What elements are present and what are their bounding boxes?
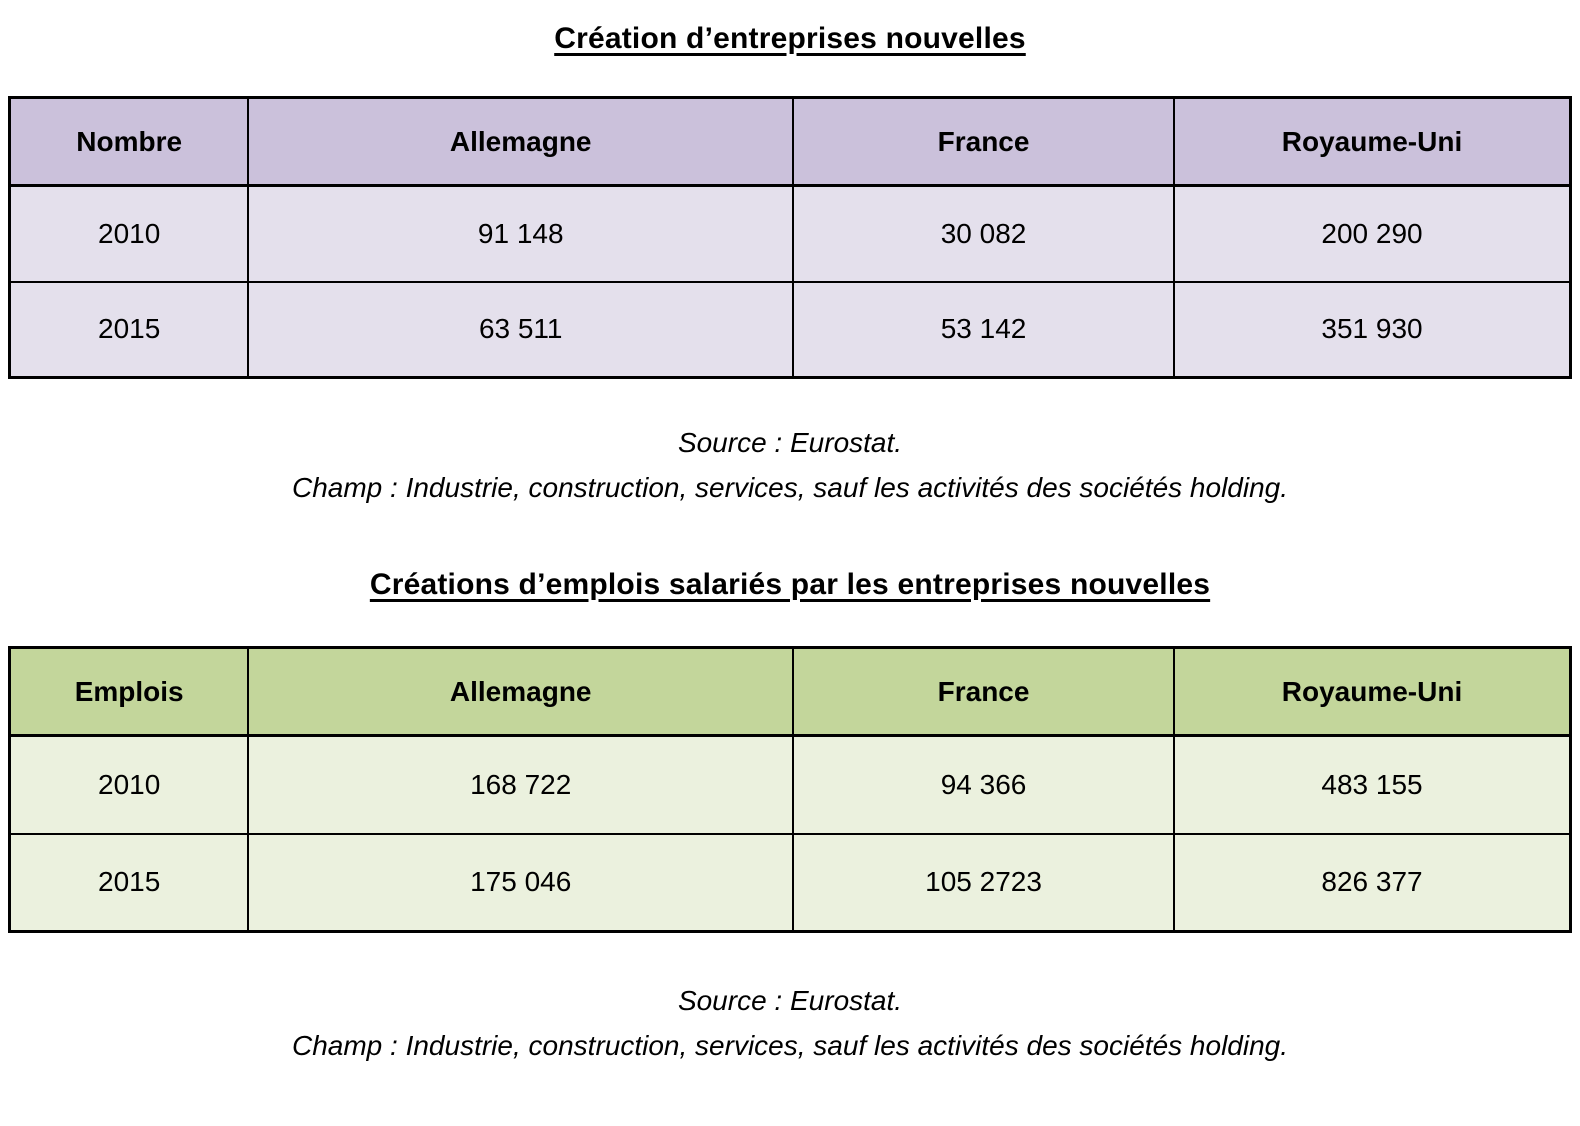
table2-header-france: France: [792, 646, 1175, 737]
table1-value-cell: 53 142: [792, 280, 1175, 379]
table2-source-note: Source : Eurostat.: [677, 985, 903, 1016]
table1-row-2015: 2015 63 511 53 142 351 930: [8, 280, 1572, 379]
table1-header-row: Nombre Allemagne France Royaume-Uni: [8, 96, 1572, 187]
table1-year-cell: 2010: [8, 184, 250, 283]
table2-header-emplois: Emplois: [8, 646, 250, 737]
creation-emplois-table: Emplois Allemagne France Royaume-Uni 201…: [8, 646, 1572, 933]
table1-value-cell: 351 930: [1172, 280, 1572, 379]
table2-value-cell: 483 155: [1172, 734, 1572, 835]
table2-value-cell: 826 377: [1172, 832, 1572, 933]
table1-header-nombre: Nombre: [8, 96, 250, 187]
creation-entreprises-table: Nombre Allemagne France Royaume-Uni 2010…: [8, 96, 1572, 379]
table1-value-cell: 30 082: [792, 184, 1175, 283]
table1-champ-note: Champ : Industrie, construction, service…: [291, 472, 1289, 503]
table2-row-2015: 2015 175 046 105 2723 826 377: [8, 832, 1572, 933]
table1-year-cell: 2015: [8, 280, 250, 379]
table2-value-cell: 105 2723: [792, 832, 1175, 933]
table2-header-royaume-uni: Royaume-Uni: [1172, 646, 1572, 737]
table2-value-cell: 94 366: [792, 734, 1175, 835]
table1-title: Création d’entreprises nouvelles: [554, 22, 1026, 55]
document-page: Création d’entreprises nouvelles Nombre …: [8, 22, 1572, 1061]
table2-header-row: Emplois Allemagne France Royaume-Uni: [8, 646, 1572, 737]
table2-year-cell: 2015: [8, 832, 250, 933]
table1-value-cell: 200 290: [1172, 184, 1572, 283]
table1-header-royaume-uni: Royaume-Uni: [1172, 96, 1572, 187]
table2-title: Créations d’emplois salariés par les ent…: [369, 568, 1211, 601]
table1-value-cell: 63 511: [247, 280, 795, 379]
table1-header-france: France: [792, 96, 1175, 187]
table1-source-note: Source : Eurostat.: [677, 427, 903, 458]
table2-value-cell: 168 722: [247, 734, 795, 835]
table2-row-2010: 2010 168 722 94 366 483 155: [8, 734, 1572, 835]
table2-header-allemagne: Allemagne: [247, 646, 795, 737]
table1-header-allemagne: Allemagne: [247, 96, 795, 187]
table1-value-cell: 91 148: [247, 184, 795, 283]
table1-row-2010: 2010 91 148 30 082 200 290: [8, 184, 1572, 283]
table2-champ-note: Champ : Industrie, construction, service…: [291, 1030, 1289, 1061]
table2-value-cell: 175 046: [247, 832, 795, 933]
table2-year-cell: 2010: [8, 734, 250, 835]
